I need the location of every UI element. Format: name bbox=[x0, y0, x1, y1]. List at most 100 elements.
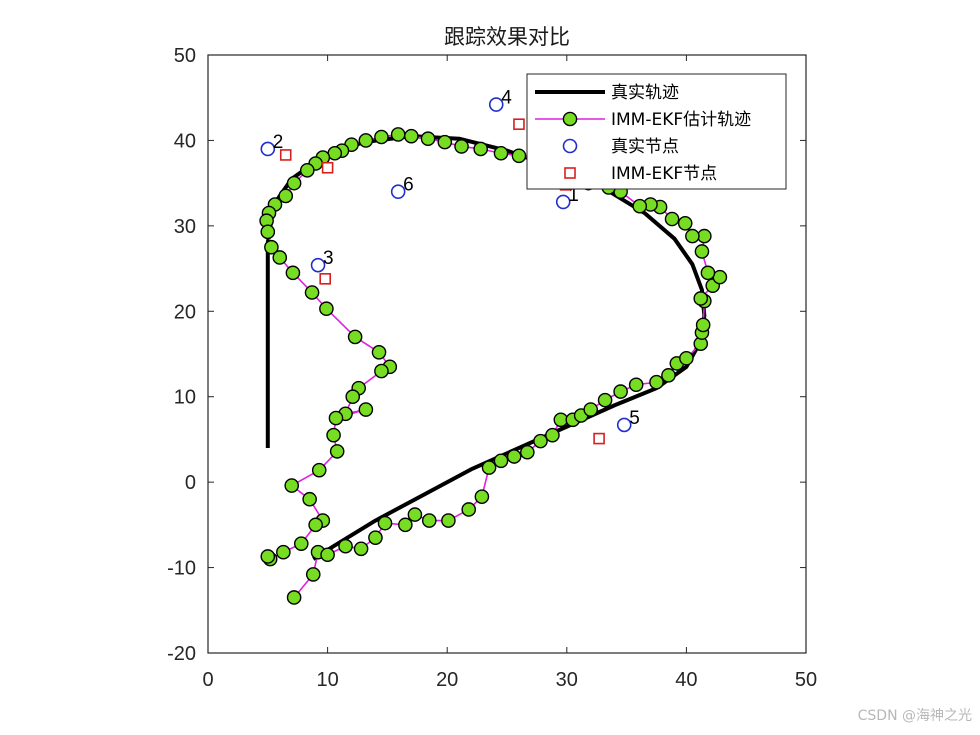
y-tick-label: 0 bbox=[185, 472, 196, 494]
estimated-point bbox=[329, 444, 345, 459]
estimated-point bbox=[353, 541, 369, 557]
estimated-point bbox=[286, 590, 302, 605]
legend-swatch-true-node bbox=[562, 138, 578, 154]
estimated-point bbox=[326, 427, 341, 443]
y-tick-label: -20 bbox=[167, 643, 196, 665]
estimated-point bbox=[264, 239, 279, 255]
estimated-node-marker bbox=[513, 118, 525, 130]
estimated-point bbox=[712, 269, 728, 285]
estimated-point bbox=[649, 374, 664, 390]
estimated-point bbox=[371, 344, 387, 360]
estimated-point bbox=[520, 444, 535, 460]
axis-ticks: 0 10 20 30 40 50 -20 -10 0 10 20 30 40 50 bbox=[167, 45, 817, 691]
estimated-point bbox=[358, 133, 374, 148]
estimated-point bbox=[398, 517, 413, 533]
estimated-node-marker bbox=[321, 161, 334, 174]
estimated-point bbox=[583, 402, 599, 417]
y-tick-label: -10 bbox=[167, 558, 196, 580]
legend-label: IMM-EKF估计轨迹 bbox=[611, 110, 751, 130]
node-label: 6 bbox=[403, 175, 414, 196]
estimated-point bbox=[613, 384, 628, 399]
estimated-point bbox=[697, 228, 712, 244]
x-tick-label: 10 bbox=[316, 669, 338, 691]
estimated-point bbox=[461, 502, 477, 517]
true-node-marker bbox=[390, 184, 406, 199]
true-node-marker bbox=[616, 417, 632, 433]
x-tick-label: 40 bbox=[675, 669, 697, 691]
estimated-point bbox=[553, 412, 569, 428]
estimated-point bbox=[493, 145, 509, 161]
y-tick-label: 20 bbox=[174, 301, 196, 323]
estimated-point bbox=[661, 368, 676, 383]
estimated-point bbox=[454, 139, 469, 154]
estimated-point bbox=[345, 389, 361, 405]
y-tick-label: 10 bbox=[174, 387, 196, 409]
estimated-point bbox=[374, 363, 389, 379]
estimated-node-marker bbox=[593, 432, 605, 445]
estimated-point bbox=[338, 538, 353, 554]
node-label: 2 bbox=[273, 132, 284, 153]
estimated-point bbox=[407, 507, 423, 522]
estimated-point bbox=[293, 536, 309, 551]
estimated-point bbox=[420, 131, 436, 147]
estimated-point bbox=[404, 128, 419, 144]
estimated-point bbox=[377, 515, 393, 531]
estimated-point bbox=[664, 211, 680, 227]
estimated-point bbox=[511, 148, 527, 164]
estimated-point bbox=[347, 329, 363, 345]
legend-label: 真实轨迹 bbox=[611, 83, 679, 103]
estimated-point bbox=[441, 513, 456, 528]
x-tick-label: 20 bbox=[436, 669, 458, 691]
legend-label: IMM-EKF节点 bbox=[611, 164, 717, 184]
estimated-point bbox=[284, 478, 300, 493]
node-label: 4 bbox=[501, 88, 512, 109]
estimated-point bbox=[390, 127, 406, 142]
estimated-point bbox=[328, 410, 344, 426]
estimated-point bbox=[597, 392, 613, 408]
node-label: 3 bbox=[323, 248, 334, 269]
estimated-point bbox=[473, 141, 488, 157]
estimated-point bbox=[276, 544, 291, 560]
estimated-point bbox=[700, 265, 716, 281]
y-tick-label: 40 bbox=[174, 130, 196, 152]
estimated-point bbox=[302, 491, 317, 507]
estimated-point bbox=[533, 433, 548, 449]
estimated-point bbox=[305, 567, 321, 582]
estimated-point bbox=[260, 224, 276, 240]
estimated-point bbox=[358, 402, 374, 417]
estimated-point bbox=[311, 462, 327, 478]
estimated-point bbox=[679, 350, 694, 366]
estimated-point bbox=[319, 301, 334, 317]
y-tick-label: 50 bbox=[174, 45, 196, 67]
chart-title: 跟踪效果对比 bbox=[444, 25, 570, 49]
estimated-point bbox=[308, 517, 323, 533]
estimated-point bbox=[545, 427, 560, 443]
plot-layer: 1 2 3 4 5 6 bbox=[259, 88, 728, 605]
estimated-point bbox=[285, 265, 301, 281]
estimated-point bbox=[474, 489, 490, 504]
estimated-point bbox=[628, 377, 644, 393]
estimated-point bbox=[421, 513, 437, 528]
estimated-point bbox=[695, 317, 711, 333]
estimated-point bbox=[677, 215, 693, 231]
estimated-point bbox=[632, 198, 648, 214]
true-node-marker bbox=[310, 257, 326, 273]
estimated-point bbox=[320, 547, 335, 563]
node-label: 5 bbox=[629, 408, 640, 429]
estimated-node-marker bbox=[279, 149, 292, 161]
estimated-point bbox=[693, 291, 709, 306]
estimated-point bbox=[278, 188, 294, 204]
estimated-point bbox=[374, 129, 389, 145]
watermark: CSDN @海神之光 bbox=[857, 708, 972, 724]
estimated-point bbox=[368, 530, 383, 545]
true-node-marker bbox=[555, 194, 571, 210]
estimated-point bbox=[493, 453, 509, 469]
estimated-point bbox=[327, 145, 343, 161]
estimated-point bbox=[437, 134, 453, 150]
estimated-point bbox=[304, 285, 320, 300]
y-tick-label: 30 bbox=[174, 216, 196, 238]
legend-swatch-estimated-marker bbox=[562, 111, 578, 127]
x-tick-label: 0 bbox=[202, 669, 213, 691]
estimated-point bbox=[694, 244, 710, 259]
